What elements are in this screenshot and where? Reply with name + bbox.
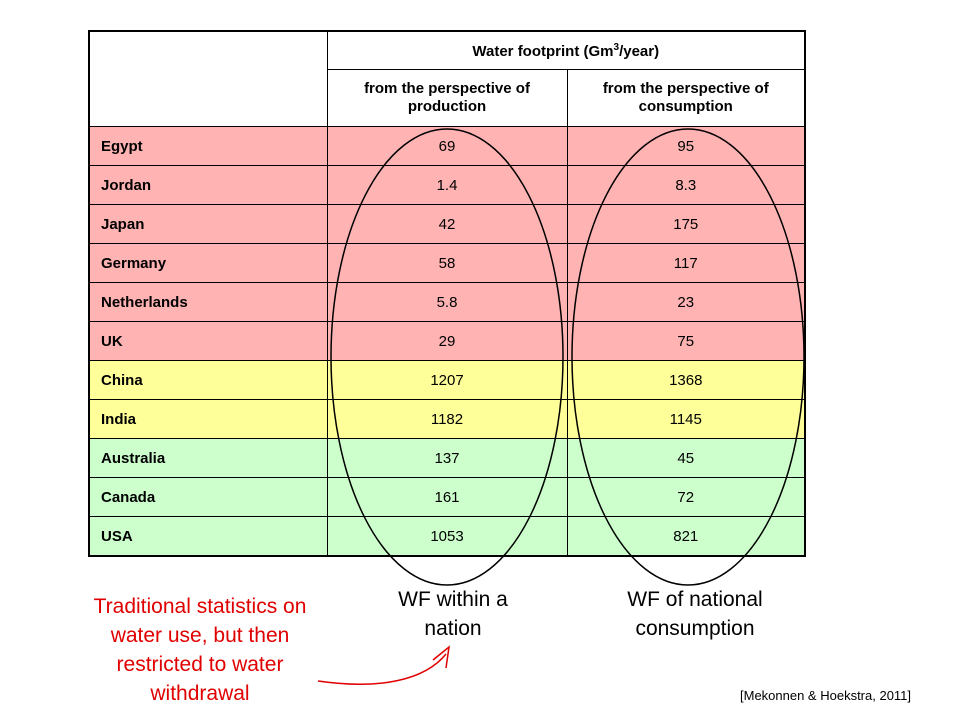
table-row: Australia 137 45 (88, 438, 806, 478)
table-title: Water footprint (Gm3/year) (326, 30, 806, 70)
table-row: Jordan 1.4 8.3 (88, 165, 806, 205)
source-citation: [Mekonnen & Hoekstra, 2011] (740, 688, 912, 703)
consumption-cell: 8.3 (566, 165, 806, 205)
consumption-cell: 821 (566, 516, 806, 557)
consumption-cell: 175 (566, 204, 806, 244)
consumption-cell: 1368 (566, 360, 806, 400)
production-cell: 1.4 (326, 165, 568, 205)
caption-wf-within-nation: WF within a nation (398, 588, 508, 640)
production-cell: 5.8 (326, 282, 568, 322)
country-cell: Australia (88, 438, 328, 478)
table-row: UK 29 75 (88, 321, 806, 361)
blank-header-cell (88, 30, 328, 127)
production-cell: 42 (326, 204, 568, 244)
consumption-cell: 23 (566, 282, 806, 322)
table-body: Egypt 69 95 Jordan 1.4 8.3 Japan 42 175 Germany 58… (88, 126, 806, 557)
consumption-cell: 75 (566, 321, 806, 361)
table-row: India 1182 1145 (88, 399, 806, 439)
table-row: Germany 58 117 (88, 243, 806, 283)
caption-wf-national-consumption: WF of national consumption (627, 588, 763, 640)
consumption-cell: 117 (566, 243, 806, 283)
consumption-cell: 45 (566, 438, 806, 478)
table-row: USA 1053 821 (88, 516, 806, 557)
production-cell: 1182 (326, 399, 568, 439)
country-cell: Egypt (88, 126, 328, 166)
table-title-suffix: /year) (619, 42, 660, 60)
country-cell: China (88, 360, 328, 400)
table-title-superscript: 3 (613, 41, 620, 53)
production-cell: 69 (326, 126, 568, 166)
column-header-consumption: from the perspective of consumption (566, 69, 806, 127)
production-cell: 161 (326, 477, 568, 517)
production-cell: 29 (326, 321, 568, 361)
country-cell: Canada (88, 477, 328, 517)
country-cell: Jordan (88, 165, 328, 205)
caption-traditional-statistics: Traditional statistics on water use, but… (93, 595, 307, 705)
table-row: Egypt 69 95 (88, 126, 806, 166)
water-footprint-table: Water footprint (Gm3/year) from the pers… (88, 30, 806, 557)
country-cell: Germany (88, 243, 328, 283)
production-cell: 137 (326, 438, 568, 478)
table-row: Netherlands 5.8 23 (88, 282, 806, 322)
table-row: Canada 161 72 (88, 477, 806, 517)
consumption-cell: 95 (566, 126, 806, 166)
consumption-cell: 1145 (566, 399, 806, 439)
production-cell: 58 (326, 243, 568, 283)
annotation-arrow (317, 653, 447, 685)
table-title-prefix: Water footprint (Gm (472, 42, 614, 60)
column-header-production: from the perspective of production (326, 69, 568, 127)
country-cell: USA (88, 516, 328, 557)
production-cell: 1207 (326, 360, 568, 400)
production-cell: 1053 (326, 516, 568, 557)
country-cell: Netherlands (88, 282, 328, 322)
table-row: Japan 42 175 (88, 204, 806, 244)
country-cell: India (88, 399, 328, 439)
table-row: China 1207 1368 (88, 360, 806, 400)
country-cell: UK (88, 321, 328, 361)
country-cell: Japan (88, 204, 328, 244)
consumption-cell: 72 (566, 477, 806, 517)
annotation-arrow-head (432, 645, 451, 669)
